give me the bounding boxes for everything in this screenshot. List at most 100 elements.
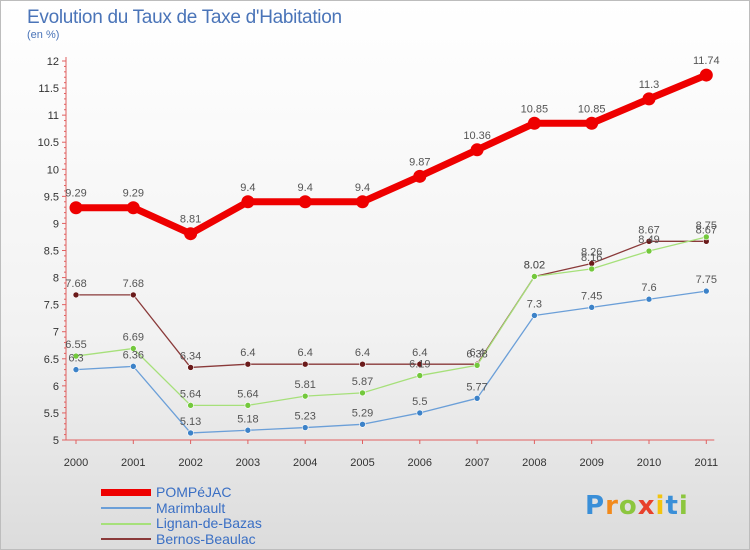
data-point <box>187 364 194 371</box>
data-point <box>130 291 137 299</box>
x-tick-label: 2001 <box>121 457 145 469</box>
data-label: 5.13 <box>180 416 201 428</box>
data-point <box>72 366 80 373</box>
data-point <box>645 237 653 245</box>
y-tick-label: 10 <box>47 164 59 176</box>
x-tick-label: 2005 <box>350 457 374 469</box>
series-lines <box>72 71 710 434</box>
data-label: 8.75 <box>696 220 717 232</box>
data-label: 5.23 <box>294 411 315 423</box>
legend-label: Lignan-de-Bazas <box>156 515 262 532</box>
data-point <box>187 429 194 437</box>
data-point <box>241 195 255 209</box>
x-tick-label: 2006 <box>408 457 432 469</box>
data-label: 9.29 <box>123 188 144 200</box>
data-labels: 7.68 7.686.34 6.4 6.4 6.4 6.4 6.48.028.268.67 8… <box>65 55 719 428</box>
legend-swatch <box>101 507 151 510</box>
data-label: 8.16 <box>581 252 602 264</box>
x-tick-label: 2008 <box>522 457 546 469</box>
data-label: 8.67 <box>696 224 717 236</box>
data-label: 10.85 <box>578 103 606 115</box>
data-label: 6.36 <box>123 349 144 361</box>
data-point <box>531 273 538 280</box>
y-tick-label: 5 <box>53 435 59 447</box>
logo-letter: t <box>665 491 679 521</box>
legend-label: Marimbault <box>156 499 226 516</box>
y-tick-label: 9 <box>53 218 59 230</box>
data-label: 6.38 <box>466 348 487 360</box>
data-label: 10.85 <box>521 103 549 115</box>
data-label: 7.45 <box>581 290 602 302</box>
data-label: 6.4 <box>355 347 370 359</box>
data-point <box>72 291 80 299</box>
x-tick-label: 2007 <box>465 457 489 469</box>
data-point <box>588 304 596 311</box>
data-point <box>359 360 366 368</box>
data-point <box>588 265 596 273</box>
legend-item-lignan-de-bazas: Lignan-de-Bazas <box>101 516 262 532</box>
series-line <box>75 236 707 406</box>
data-point <box>301 392 309 400</box>
data-point <box>702 233 710 241</box>
data-label: 6.4 <box>469 347 484 359</box>
line-chart: 5 5.5 6 6.5 7 7.5 8 8.5 9 9.5 10 10.5 11 11.5 12 2000 20… <box>38 55 720 469</box>
chart-unit-label: (en %) <box>27 29 60 41</box>
data-point <box>359 389 366 397</box>
data-label: 9.4 <box>298 182 313 194</box>
data-label: 8.02 <box>524 259 545 271</box>
data-label: 5.29 <box>352 407 373 419</box>
data-label: 6.4 <box>298 347 313 359</box>
y-tick-label: 8.5 <box>44 246 59 258</box>
data-label: 7.68 <box>65 278 86 290</box>
x-tick-label: 2000 <box>64 457 88 469</box>
y-tick-label: 5.5 <box>44 408 59 420</box>
legend-label: POMPéJAC <box>156 484 232 501</box>
x-tick-label: 2009 <box>579 457 603 469</box>
data-point <box>531 312 538 319</box>
data-label: 5.64 <box>237 388 258 400</box>
data-label: 7.6 <box>641 282 656 294</box>
data-label: 8.49 <box>638 234 659 246</box>
data-label: 8.02 <box>524 259 545 271</box>
y-tick-label: 6.5 <box>44 354 59 366</box>
data-point <box>72 352 80 360</box>
logo-letter: P <box>585 491 606 521</box>
data-label: 6.69 <box>123 331 144 343</box>
data-point <box>645 295 653 303</box>
data-point <box>473 395 481 402</box>
data-label: 8.67 <box>638 224 659 236</box>
logo-letter: i <box>655 491 666 521</box>
data-point <box>244 360 252 368</box>
series-points <box>69 68 713 437</box>
data-label: 5.77 <box>466 381 487 393</box>
legend-item-pompejac: POMPéJAC <box>101 485 262 501</box>
data-label: 9.29 <box>65 188 86 200</box>
data-point <box>301 360 309 368</box>
x-tick-label: 2010 <box>637 457 661 469</box>
data-point <box>416 372 424 379</box>
logo-letter: i <box>678 491 689 521</box>
chart-title: Evolution du Taux de Taxe d'Habitation <box>27 7 342 28</box>
data-label: 5.5 <box>412 396 427 408</box>
data-point <box>301 424 309 431</box>
data-point <box>470 143 484 157</box>
data-label: 7.68 <box>123 278 144 290</box>
data-label: 5.18 <box>237 413 258 425</box>
data-label: 6.55 <box>65 339 86 351</box>
data-label: 8.26 <box>581 246 602 258</box>
chart-legend: POMPéJAC Marimbault Lignan-de-Bazas Bern… <box>101 485 262 547</box>
data-point <box>130 345 137 352</box>
data-label: 6.3 <box>68 353 83 365</box>
series-line <box>75 240 707 369</box>
data-point <box>413 169 427 183</box>
data-label: 5.81 <box>294 379 315 391</box>
data-point <box>416 360 424 368</box>
x-tick-label: 2003 <box>236 457 260 469</box>
y-tick-label: 11 <box>48 110 59 122</box>
data-point <box>184 227 198 241</box>
legend-swatch <box>101 522 151 525</box>
data-point <box>702 287 710 295</box>
data-point <box>126 201 140 215</box>
data-point <box>642 92 656 106</box>
data-label: 6.34 <box>180 350 201 362</box>
